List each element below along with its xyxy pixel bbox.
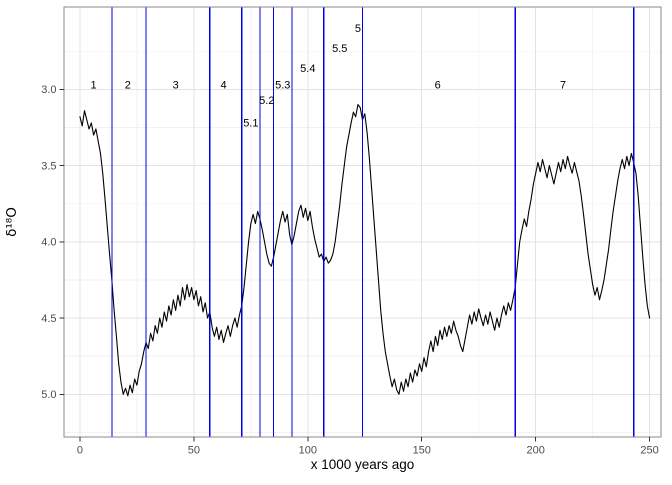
y-tick-label: 4.0 — [41, 237, 56, 249]
panel-border — [63, 6, 662, 438]
stage-label: 6 — [435, 80, 441, 92]
stage-label: 5 — [355, 23, 361, 35]
stage-label: 3 — [173, 80, 179, 92]
x-tick-label: 250 — [640, 445, 658, 457]
stage-label: 5.1 — [243, 118, 258, 130]
y-axis-title: δ¹⁸O — [4, 207, 20, 237]
x-tick-label: 150 — [413, 445, 431, 457]
stage-label: 7 — [560, 80, 566, 92]
x-tick-label: 0 — [77, 445, 83, 457]
x-axis-title: x 1000 years ago — [311, 457, 415, 472]
stage-label: 5.3 — [275, 80, 290, 92]
x-tick-label: 100 — [299, 445, 317, 457]
stage-label: 5.4 — [300, 63, 315, 75]
y-tick-label: 5.0 — [41, 389, 56, 401]
stage-label: 1 — [91, 80, 97, 92]
stage-label: 5.5 — [332, 43, 347, 55]
stage-label: 2 — [125, 80, 131, 92]
y-tick-label: 3.5 — [41, 160, 56, 172]
y-tick-label: 3.0 — [41, 84, 56, 96]
x-tick-label: 200 — [526, 445, 544, 457]
stage-label: 4 — [220, 80, 226, 92]
x-tick-label: 50 — [188, 445, 200, 457]
series-line-d18o — [79, 104, 651, 397]
stage-label: 5.2 — [259, 95, 274, 107]
y-tick-label: 4.5 — [41, 313, 56, 325]
